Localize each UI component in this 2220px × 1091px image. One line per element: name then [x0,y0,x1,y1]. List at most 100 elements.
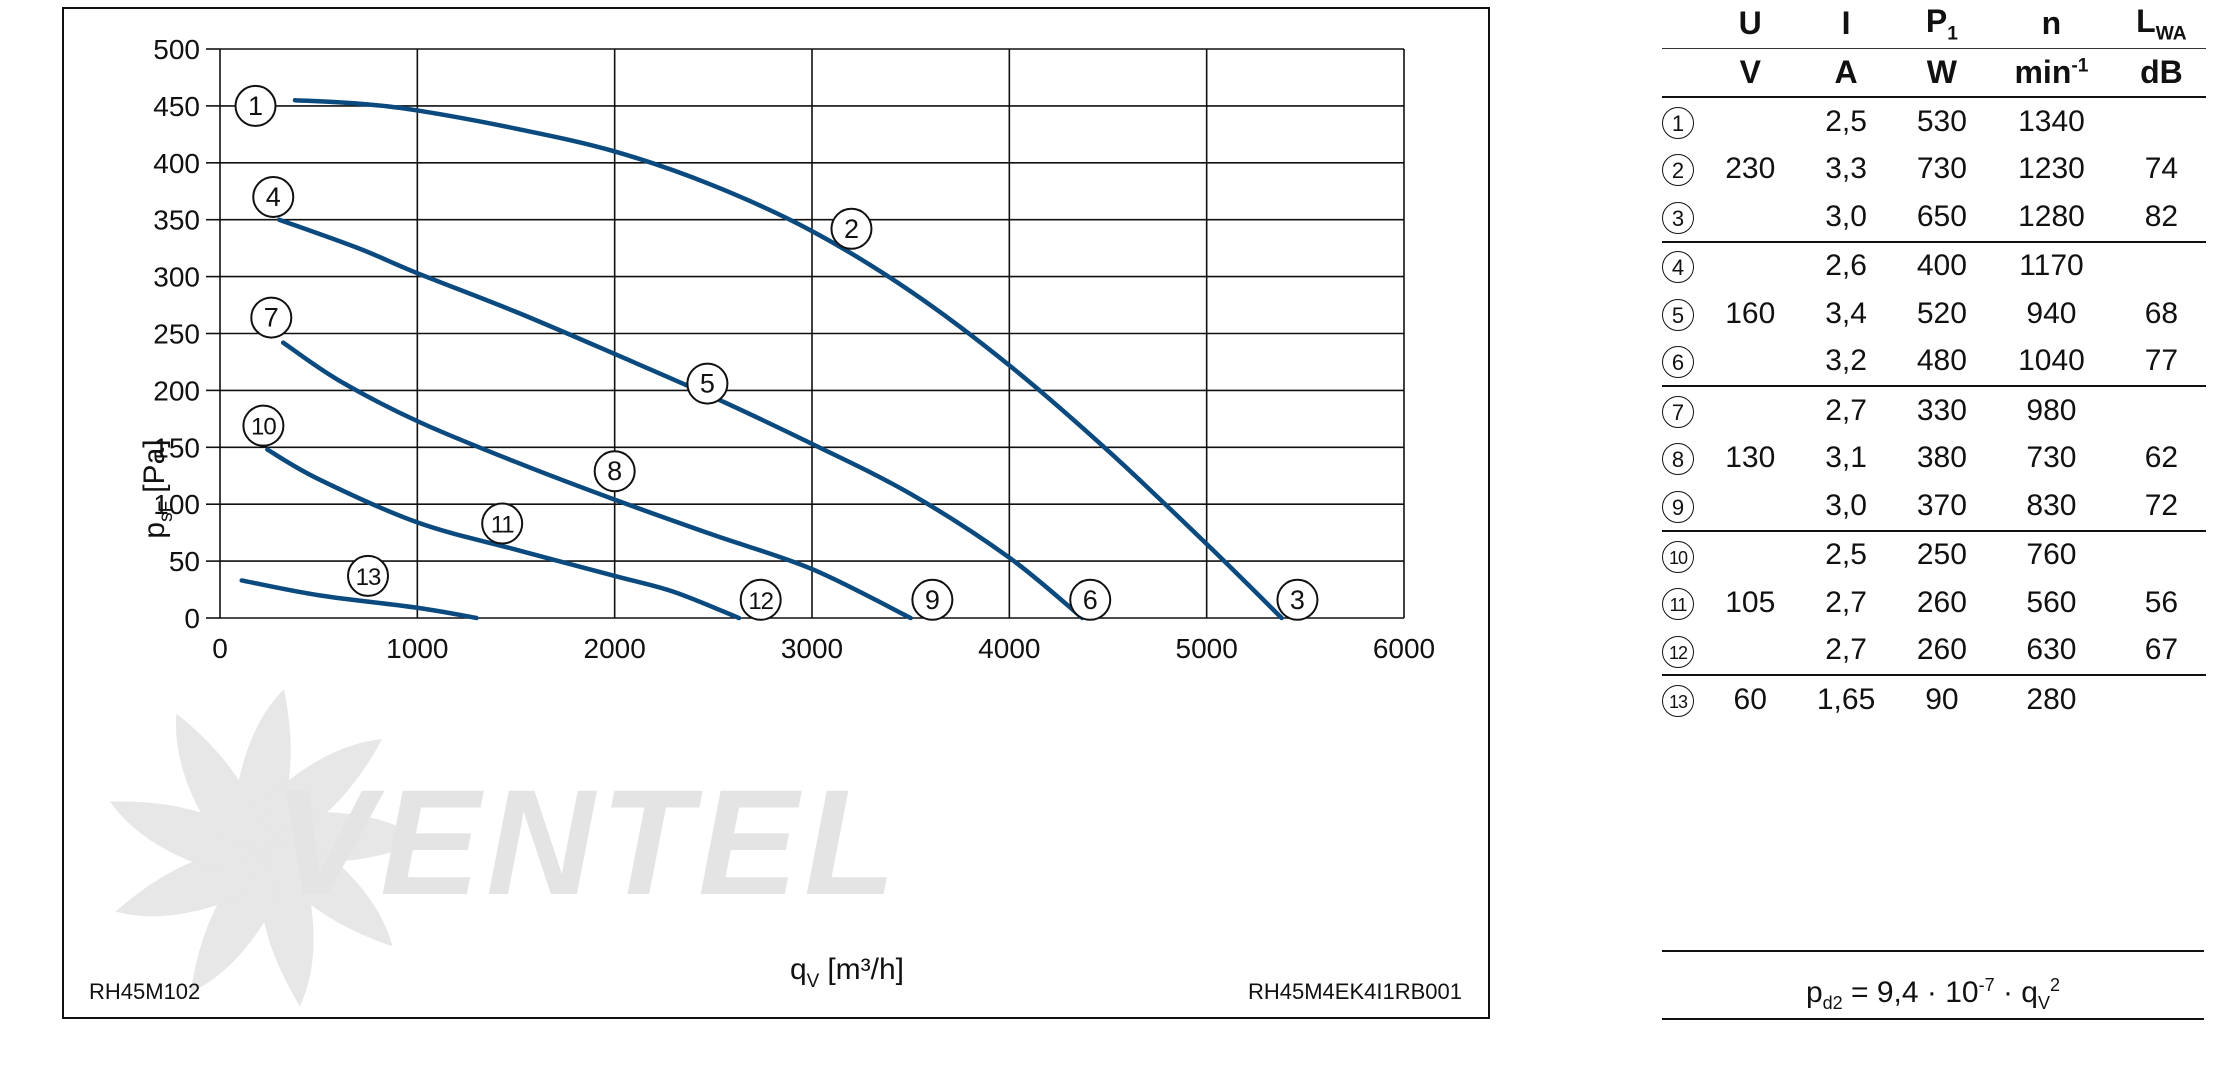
table-row: 1 2,5 530 1340 [1662,97,2206,146]
cell-speed: 1040 [2018,344,2085,378]
row-index-circle: 1 [1662,106,1694,139]
x-tick-label: 3000 [781,633,843,664]
cell-voltage [1706,529,1795,579]
watermark-blade [259,849,314,1007]
table-row: 9 3,0 370 830 72 [1662,482,2206,531]
formula-eq: = 9,4 · 10 [1842,976,1979,1009]
unit-sound: dB [2116,47,2206,98]
row-index: 3 [1662,193,1706,242]
watermark-blade [115,848,264,917]
cell-sound: 72 [2144,488,2179,522]
row-index: 12 [1662,627,1706,676]
cell-sound [2117,97,2206,146]
watermark-blade [234,689,291,849]
cell-power: 370 [1916,488,1967,522]
header-index [1662,0,1706,48]
curve-label-text: 8 [607,456,622,486]
row-index: 10 [1662,529,1706,579]
row-index: 5 [1662,290,1706,338]
curve-label-text: 1 [248,91,263,121]
cell-sound [2116,529,2206,579]
dynamic-pressure-formula: pd2 = 9,4 · 10-7 · qV2 [1662,950,2204,1020]
x-axis-label: qV [m³/h] [790,953,904,992]
formula-q-sub: V [2038,993,2051,1013]
row-index-circle: 10 [1662,540,1694,573]
chart-frame: VENTEL 0 50 100 150 200 250 300 350 400 450 500 0 1… [62,7,1490,1019]
unit-index [1662,47,1706,98]
table-row: 13 60 1,65 90 280 [1662,674,2206,724]
x-tick-label: 5000 [1176,633,1238,664]
cell-current: 2,7 [1825,633,1867,667]
table-row: 5 160 3,4 520 940 68 [1662,290,2206,338]
cell-speed: 280 [1986,674,2117,724]
row-index-circle: 3 [1662,201,1694,234]
x-tick-label: 1000 [386,633,448,664]
fan-performance-chart: VENTEL 0 50 100 150 200 250 300 350 400 450 500 0 1… [89,34,1462,1007]
table-row: 11 105 2,7 260 560 56 [1662,579,2206,627]
row-index: 8 [1662,435,1706,483]
curve-label-3: 3 [1276,578,1319,621]
cell-speed: 630 [2026,633,2077,667]
header-sound-sub: WA [2155,22,2187,44]
curve-label-circle [252,175,295,218]
cell-speed: 1280 [2018,199,2085,233]
y-tick-label: 150 [153,432,200,463]
cell-sound: 68 [2144,296,2179,330]
header-voltage: U [1738,5,1762,42]
curve-label-text: 11 [491,512,515,539]
unit-power: W [1897,47,1987,98]
row-index: 6 [1662,338,1706,387]
table-header-row: U I P1 n LWA [1662,0,2206,48]
watermark-blade [264,739,383,849]
curve-label-9: 9 [911,578,954,621]
cell-current: 3,1 [1825,441,1867,475]
curve-label-11: 11 [481,502,524,545]
row-index-circle: 13 [1662,685,1694,718]
formula-lhs: p [1805,976,1823,1009]
cell-current: 2,7 [1825,585,1867,619]
cell-current: 2,5 [1794,529,1898,579]
curve-label-circle [739,578,782,621]
cell-voltage [1706,627,1794,676]
row-index: 1 [1662,97,1706,146]
curve-label-circle [242,404,285,447]
cell-power: 400 [1897,240,1987,290]
cell-speed: 730 [2026,441,2077,475]
table-row: 8 130 3,1 380 730 62 [1662,435,2206,483]
row-index-circle: 9 [1662,490,1694,523]
row-index: 13 [1662,674,1706,724]
curve-label-text: 5 [700,369,715,399]
unit-current: A [1794,47,1898,98]
footer-left-code: RH45M102 [89,979,200,1004]
cell-sound [2116,240,2206,290]
x-tick-label: 2000 [584,633,646,664]
cell-current: 3,2 [1825,344,1867,378]
cell-voltage [1706,338,1794,387]
cell-current: 1,65 [1794,674,1898,724]
curve-label-8: 8 [593,450,636,493]
table-row: 3 3,0 650 1280 82 [1662,193,2206,242]
y-tick-label: 250 [153,319,200,350]
cell-voltage: 160 [1725,296,1776,330]
chart-grid [219,48,1405,619]
fan-data-table: U I P1 n LWA V A W min-1 dB 1 2,5 530 1340 2… [1662,0,2206,724]
table-units-row: V A W min-1 dB [1662,47,2206,98]
cell-sound: 74 [2144,152,2179,186]
x-tick-label: 0 [212,633,228,664]
curve-label-text: 10 [251,414,276,441]
cell-voltage [1706,482,1794,531]
curve-label-text: 7 [264,303,279,333]
cell-voltage: 60 [1706,674,1795,724]
y-tick-label: 200 [153,375,200,406]
y-axis-ticks: 0 50 100 150 200 250 300 350 400 450 500 [153,34,220,634]
x-tick-label: 6000 [1373,633,1435,664]
unit-speed-sup: -1 [2071,55,2089,77]
cell-power: 530 [1916,104,1967,138]
y-tick-label: 400 [153,148,200,179]
cell-speed: 940 [2026,296,2077,330]
row-index-circle: 12 [1662,635,1694,668]
cell-speed: 980 [1986,385,2117,435]
header-current: I [1841,5,1851,42]
cell-power: 380 [1916,441,1967,475]
